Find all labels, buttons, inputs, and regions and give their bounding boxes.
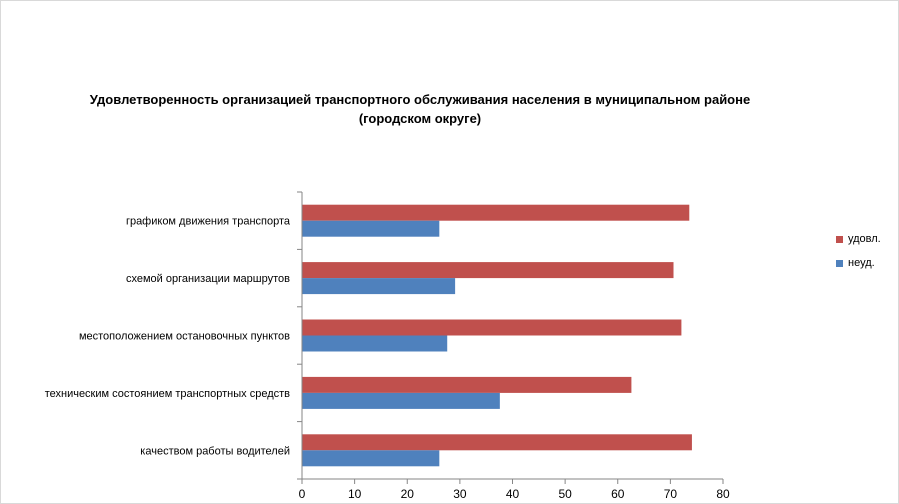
category-label: местоположением остановочных пунктов <box>79 331 290 343</box>
bar-satisfied <box>302 434 692 451</box>
bar-satisfied <box>302 319 682 336</box>
legend-swatch-satisfied <box>836 235 843 243</box>
x-tick-label: 20 <box>401 487 415 501</box>
bar-unsatisfied <box>302 450 440 467</box>
x-tick-label: 60 <box>611 487 625 501</box>
bar-unsatisfied <box>302 335 448 352</box>
chart-title-line-1: Удовлетворенность организацией транспорт… <box>89 92 751 107</box>
legend-swatch-unsatisfied <box>836 259 843 267</box>
category-label: качеством работы водителей <box>140 445 290 457</box>
bar-satisfied <box>302 262 674 279</box>
legend-item-unsatisfied: неуд. <box>836 256 881 270</box>
x-tick-label: 0 <box>299 487 306 501</box>
bar-satisfied <box>302 204 690 221</box>
chart-title-line-2: (городском округе) <box>358 111 482 126</box>
legend-label-unsatisfied: неуд. <box>848 257 875 269</box>
x-tick-label: 80 <box>716 487 730 501</box>
chart-title: Удовлетворенность организацией транспорт… <box>60 90 780 128</box>
legend-label-satisfied: удовл. <box>848 233 881 245</box>
category-label: схемой организации маршрутов <box>126 273 290 285</box>
legend: удовл. неуд. <box>836 232 881 280</box>
bar-unsatisfied <box>302 278 456 295</box>
bar-unsatisfied <box>302 220 440 237</box>
category-label: графиком движения транспорта <box>126 216 291 228</box>
x-tick-label: 10 <box>348 487 362 501</box>
bar-satisfied <box>302 376 632 393</box>
category-label: техническим состоянием транспортных сред… <box>45 388 290 400</box>
bar-unsatisfied <box>302 392 500 409</box>
legend-item-satisfied: удовл. <box>836 232 881 246</box>
x-tick-label: 40 <box>506 487 520 501</box>
x-tick-label: 30 <box>453 487 467 501</box>
x-tick-label: 50 <box>558 487 572 501</box>
x-tick-label: 70 <box>664 487 678 501</box>
